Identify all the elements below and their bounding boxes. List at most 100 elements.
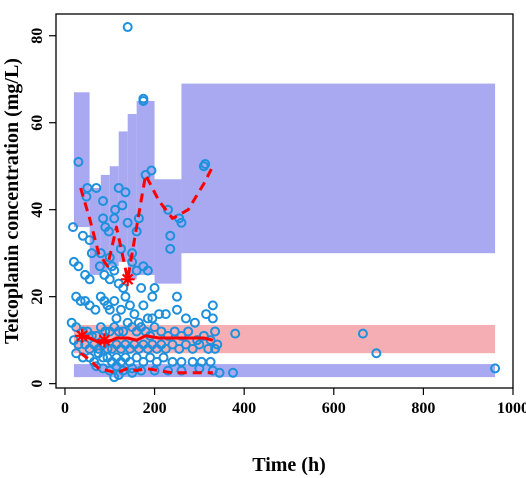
upper-percentile-line — [79, 165, 215, 281]
observation-point — [149, 282, 160, 293]
observation-point — [113, 182, 124, 193]
observation-point — [187, 343, 198, 354]
x-tick-label: 1000 — [497, 400, 526, 417]
observation-point — [205, 356, 216, 367]
observation-point — [84, 235, 95, 246]
observation-point — [194, 339, 205, 350]
observation-point — [154, 309, 165, 320]
observation-point — [129, 309, 140, 320]
observation-point — [94, 261, 105, 272]
observation-point — [490, 363, 501, 374]
observation-point — [117, 200, 128, 211]
x-tick-label: 0 — [61, 400, 69, 417]
star-marker — [75, 328, 89, 343]
observation-point — [138, 356, 149, 367]
observation-point — [171, 291, 182, 302]
observation-point — [207, 313, 218, 324]
observation-point — [149, 322, 160, 333]
observation-point — [183, 326, 194, 337]
observation-point — [71, 348, 82, 359]
observation-point — [109, 213, 120, 224]
markers-layer — [75, 272, 135, 348]
observation-point — [113, 326, 124, 337]
star-marker — [120, 272, 135, 287]
observation-point — [189, 317, 200, 328]
observation-point — [142, 265, 153, 276]
y-axis: 0 20 40 60 80 — [29, 28, 56, 388]
observation-point — [120, 187, 131, 198]
observation-point — [167, 339, 178, 350]
observation-point — [138, 300, 149, 311]
upper-pi-bin — [136, 100, 155, 275]
observation-point — [84, 274, 95, 285]
y-tick-label: 80 — [29, 28, 46, 44]
observation-point — [210, 326, 221, 337]
observation-point — [165, 230, 176, 241]
observation-point — [169, 326, 180, 337]
upper-pi-bin — [127, 114, 137, 280]
plot-frame — [55, 13, 514, 389]
x-axis: 0 200 400 600 800 1000 — [61, 388, 526, 417]
observation-point — [98, 196, 109, 206]
observation-point — [120, 291, 131, 302]
observation-point — [151, 356, 162, 367]
observation-point — [214, 367, 225, 378]
observation-point — [138, 93, 149, 104]
observation-point — [127, 367, 138, 378]
observation-point — [160, 309, 171, 320]
star-marker — [97, 333, 112, 348]
observation-point — [75, 296, 86, 307]
observation-point — [230, 328, 241, 339]
observation-point — [122, 22, 133, 33]
observation-point — [118, 326, 129, 337]
observation-point — [200, 159, 211, 170]
observation-point — [104, 274, 115, 285]
observation-point — [174, 343, 185, 354]
observation-point — [198, 330, 209, 341]
upper-pi-bin — [181, 83, 496, 254]
observation-point — [136, 282, 147, 293]
observation-point — [111, 313, 122, 324]
observation-point — [124, 300, 135, 311]
x-tick-label: 800 — [411, 400, 435, 417]
observation-point — [68, 222, 79, 233]
observation-point — [103, 226, 114, 237]
observation-point — [104, 304, 115, 315]
observation-point — [131, 352, 142, 363]
y-tick-label: 0 — [29, 380, 46, 388]
y-axis-title: Teicoplanin concentration (mg/L) — [1, 58, 23, 344]
points-layer — [66, 22, 501, 383]
observation-point — [122, 217, 133, 228]
observation-point — [201, 309, 212, 320]
x-tick-label: 200 — [143, 400, 167, 417]
observation-point — [203, 343, 214, 354]
observation-point — [176, 330, 187, 341]
observation-point — [95, 248, 106, 259]
observation-point — [176, 217, 187, 228]
x-axis-title: Time (h) — [252, 454, 326, 476]
upper-pi-bin — [89, 187, 101, 275]
observation-point — [109, 372, 120, 383]
observation-point — [131, 265, 142, 276]
y-tick-label: 60 — [29, 115, 46, 131]
observation-point — [160, 343, 171, 354]
observation-point — [98, 352, 109, 363]
observation-point — [109, 296, 120, 307]
observation-point — [357, 328, 368, 339]
x-tick-label: 400 — [232, 400, 256, 417]
observation-point — [145, 352, 156, 363]
observation-point — [180, 313, 191, 324]
observation-point — [163, 330, 174, 341]
observation-point — [109, 265, 120, 276]
lines-layer — [79, 165, 215, 375]
observation-point — [127, 363, 138, 374]
upper-pi-bin — [109, 166, 119, 267]
observation-point — [147, 313, 158, 324]
observation-point — [115, 304, 126, 315]
median-line — [80, 334, 214, 344]
observation-point — [158, 352, 169, 363]
observation-point — [207, 300, 218, 311]
observation-point — [146, 165, 157, 176]
observation-point — [71, 322, 82, 333]
